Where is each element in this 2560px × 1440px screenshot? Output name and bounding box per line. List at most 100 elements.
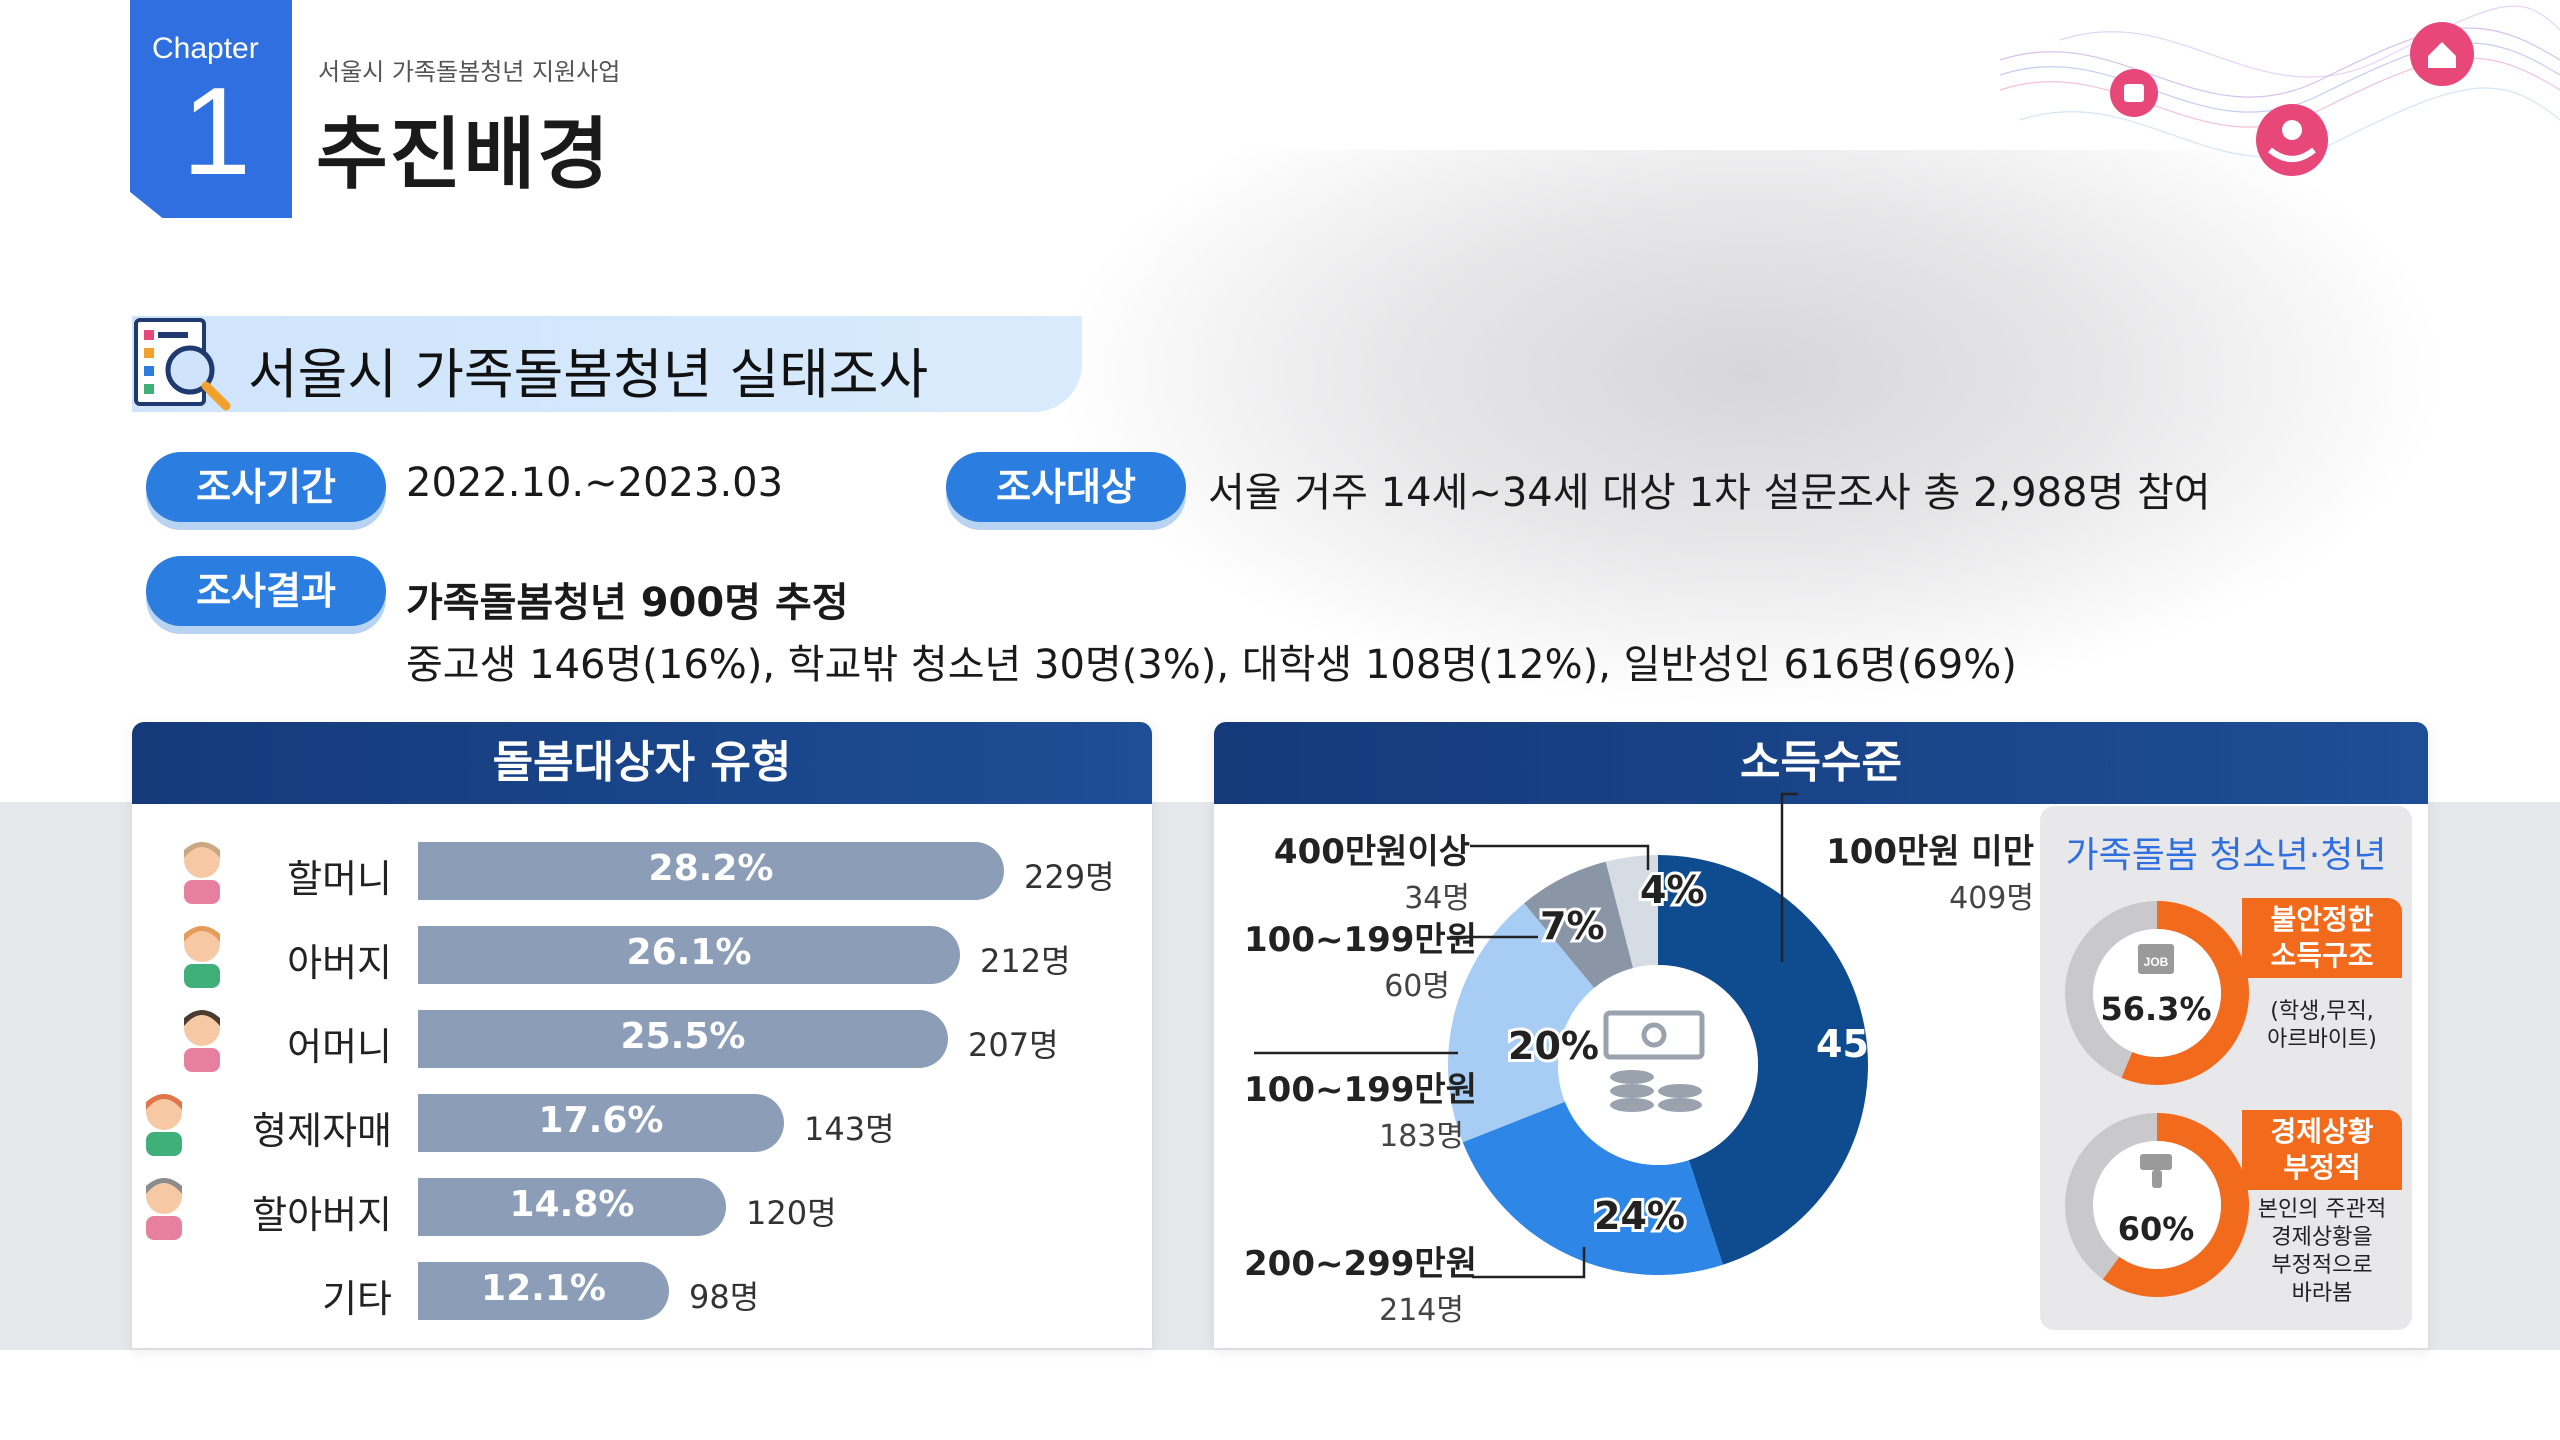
tag-line: 경제상황	[2270, 1115, 2374, 1148]
donut-slice	[1658, 855, 1868, 1265]
ring-item-economic-outlook: 60% 경제상황 부정적 본인의 주관적 경제상황을 부정적으로 바라봄	[2062, 1110, 2402, 1306]
bar-count-label: 143명	[804, 1110, 895, 1148]
target-badge: 조사대상	[946, 452, 1186, 522]
donut-category-label: 200~299만원 214명	[1244, 1236, 1477, 1329]
care-hands-icon	[2256, 104, 2328, 176]
desc-line: 경제상황을	[2271, 1225, 2373, 1250]
care-icon-small	[2110, 69, 2158, 117]
bar-count-label: 212명	[980, 942, 1071, 980]
bar	[418, 842, 1004, 900]
donut-label-count: 34명	[1404, 881, 1470, 916]
period-value: 2022.10.~2023.03	[406, 460, 784, 506]
donut-slice	[1462, 1101, 1723, 1275]
bar-row: 형제자매 17.6% 143명	[132, 1094, 1152, 1156]
ring-chart-economic-outlook	[2065, 1113, 2249, 1297]
donut-value-label: 4%	[1640, 868, 1705, 912]
bar-count-label: 98명	[689, 1278, 760, 1316]
leader-line	[1780, 792, 1798, 962]
ring-item-income-structure: JOB 56.3% 불안정한 소득구조 (학생,무직, 아르바이트)	[2062, 898, 2402, 1088]
tag-line: 부정적	[2283, 1151, 2361, 1184]
leader-line	[1472, 1247, 1586, 1279]
header-decoration	[2000, 5, 2560, 176]
job-icon-text: JOB	[2144, 955, 2169, 969]
leader-line	[1470, 844, 1650, 870]
bar-row: 할아버지 14.8% 120명	[132, 1178, 1152, 1240]
thumbs-down-icon	[2136, 1150, 2176, 1194]
donut-label-count: 214명	[1379, 1293, 1464, 1328]
ring-chart-income-structure	[2065, 901, 2249, 1085]
money-icon	[1603, 1010, 1705, 1112]
donut-category-label: 400만원이상 34명	[1244, 824, 1470, 917]
bar-category-label: 기타	[322, 1277, 392, 1321]
page-subtitle: 서울시 가족돌봄청년 지원사업	[318, 58, 621, 86]
youth-summary-panel: 가족돌봄 청소년·청년 JOB 56.3% 불안정한 소득구조 (학생,무직, …	[2040, 806, 2412, 1330]
ring-description: 본인의 주관적 경제상황을 부정적으로 바라봄	[2242, 1196, 2402, 1308]
bar-row: 어머니 25.5% 207명	[132, 1010, 1152, 1072]
care-type-panel: 돌봄대상자 유형 할머니 28.2% 229명 아버지 26.1% 212명 어머니 25.5…	[132, 722, 1152, 1348]
ring-percent: 56.3%	[2100, 990, 2212, 1028]
bar-row: 기타 12.1% 98명	[132, 1262, 1152, 1322]
ring-center	[2093, 1141, 2221, 1269]
ring-center	[2093, 929, 2221, 1057]
desc-line: 바라봄	[2291, 1281, 2353, 1306]
siblings-icon	[146, 1094, 182, 1156]
bar-value-label: 12.1%	[481, 1268, 606, 1309]
tag-negative-economy: 경제상황 부정적	[2242, 1110, 2402, 1190]
bar	[418, 1094, 784, 1152]
job-icon: JOB	[2124, 938, 2188, 978]
target-value: 서울 거주 14세~34세 대상 1차 설문조사 총 2,988명 참여	[1208, 470, 2211, 516]
income-header: 소득수준	[1214, 722, 2428, 804]
home-heart-icon	[2410, 22, 2474, 86]
bar-row: 할머니 28.2% 229명	[132, 842, 1152, 904]
ring-percent: 60%	[2117, 1210, 2195, 1248]
bar-category-label: 아버지	[287, 941, 392, 985]
result-badge: 조사결과	[146, 556, 386, 626]
bar-category-label: 형제자매	[252, 1109, 392, 1153]
father-icon	[184, 926, 220, 988]
bar	[418, 1262, 669, 1320]
background-photo	[1050, 150, 2450, 710]
bar-count-label: 120명	[746, 1194, 837, 1232]
youth-summary-title: 가족돌봄 청소년·청년	[2065, 835, 2387, 876]
tag-unstable-income: 불안정한 소득구조	[2242, 898, 2402, 978]
care-type-header: 돌봄대상자 유형	[132, 722, 1152, 804]
tag-line: 불안정한	[2270, 903, 2374, 936]
page-title: 추진배경	[316, 110, 612, 200]
bar-value-label: 25.5%	[620, 1016, 746, 1057]
donut-category-label: 100~199만원 183명	[1244, 1062, 1477, 1155]
bar-count-label: 229명	[1024, 858, 1115, 896]
bar-category-label: 할아버지	[252, 1193, 392, 1237]
donut-label-count: 60명	[1384, 969, 1450, 1004]
bar-value-label: 14.8%	[509, 1184, 635, 1225]
donut-slice	[1448, 903, 1595, 1143]
donut-slice	[1605, 855, 1658, 969]
bar	[418, 1178, 726, 1236]
section-title: 서울시 가족돌봄청년 실태조사	[248, 343, 929, 406]
desc-line: 아르바이트)	[2267, 1027, 2377, 1052]
donut-value-label: 24%	[1594, 1194, 1685, 1238]
desc-line: 본인의 주관적	[2257, 1197, 2387, 1222]
ring-fill	[2121, 901, 2249, 1085]
result-detail: 중고생 146명(16%), 학교밖 청소년 30명(3%), 대학생 108명…	[406, 642, 2017, 688]
desc-line: (학생,무직,	[2270, 999, 2374, 1024]
donut-label-count: 409명	[1949, 881, 2034, 916]
desc-line: 부정적으로	[2271, 1253, 2373, 1278]
survey-magnifier-icon	[134, 318, 231, 411]
donut-label-name: 200~299만원	[1244, 1244, 1477, 1284]
section-banner: 서울시 가족돌봄청년 실태조사	[132, 316, 1082, 412]
donut-label-name: 400만원이상	[1273, 832, 1470, 872]
tag-line: 소득구조	[2270, 939, 2374, 972]
income-donut-chart: 45% 24% 20% 7% 4%	[1254, 792, 1907, 1279]
donut-slice	[1524, 861, 1634, 988]
ring-description: (학생,무직, 아르바이트)	[2242, 998, 2402, 1054]
mother-icon	[184, 1010, 220, 1072]
bar-count-label: 207명	[968, 1026, 1059, 1064]
bar-row: 아버지 26.1% 212명	[132, 926, 1152, 988]
donut-label-name: 100만원 미만	[1826, 832, 2034, 872]
result-headline: 가족돌봄청년 900명 추정	[406, 580, 849, 626]
bar	[418, 1010, 948, 1068]
bar-value-label: 26.1%	[626, 932, 752, 973]
donut-label-count: 183명	[1379, 1119, 1464, 1154]
bar-value-label: 28.2%	[648, 848, 774, 889]
chapter-label: Chapter	[152, 32, 259, 65]
